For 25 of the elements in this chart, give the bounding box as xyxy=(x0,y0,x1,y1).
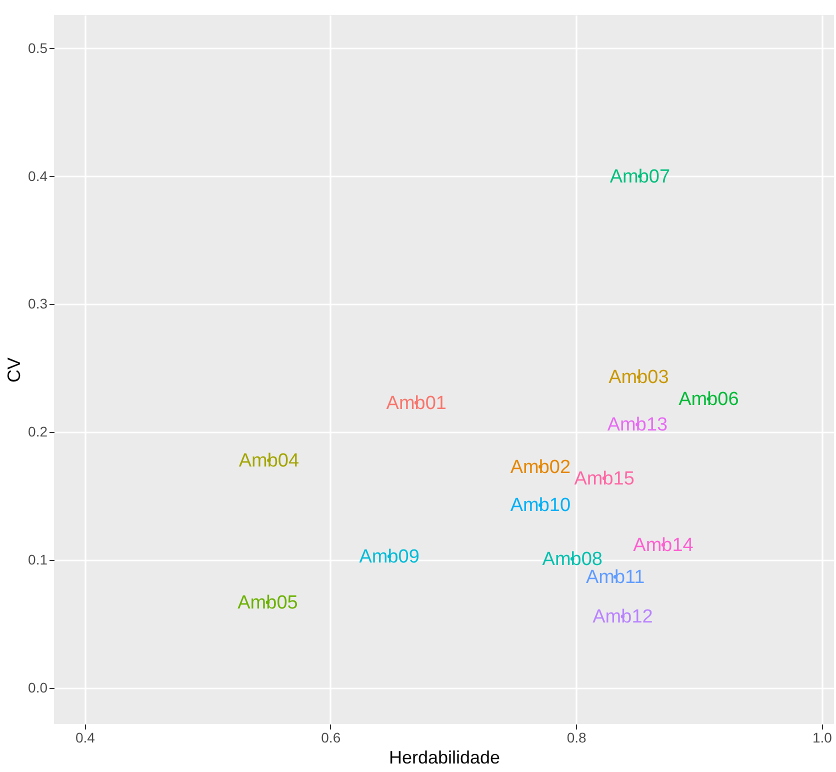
series-label: Amb14 xyxy=(633,534,694,556)
series-label: Amb05 xyxy=(238,592,298,614)
x-tick-label: 1.0 xyxy=(812,730,832,746)
series-label: Amb07 xyxy=(610,166,670,188)
y-axis-title: CV xyxy=(4,357,24,383)
x-tick-label: 0.6 xyxy=(321,730,341,746)
y-tick-label: 0.3 xyxy=(28,296,48,312)
y-tick-label: 0.0 xyxy=(28,680,48,696)
y-tick-label: 0.2 xyxy=(28,424,48,440)
series-label: Amb09 xyxy=(359,546,420,568)
series-label: Amb03 xyxy=(608,367,669,388)
x-tick-label: 0.4 xyxy=(75,730,96,746)
series-label: Amb13 xyxy=(607,414,668,436)
series-label: Amb02 xyxy=(510,456,571,478)
series-label: Amb10 xyxy=(510,495,571,516)
series-label: Amb01 xyxy=(386,392,446,414)
series-label: Amb12 xyxy=(592,606,653,628)
series-label: Amb15 xyxy=(574,468,634,490)
x-axis-title: Herdabilidade xyxy=(388,748,500,768)
series-label: Amb06 xyxy=(678,388,739,410)
y-tick-label: 0.4 xyxy=(28,168,48,184)
x-tick-label: 0.8 xyxy=(566,730,586,746)
y-tick-label: 0.5 xyxy=(28,40,48,56)
series-label: Amb04 xyxy=(238,450,300,472)
y-tick-label: 0.1 xyxy=(28,552,48,568)
